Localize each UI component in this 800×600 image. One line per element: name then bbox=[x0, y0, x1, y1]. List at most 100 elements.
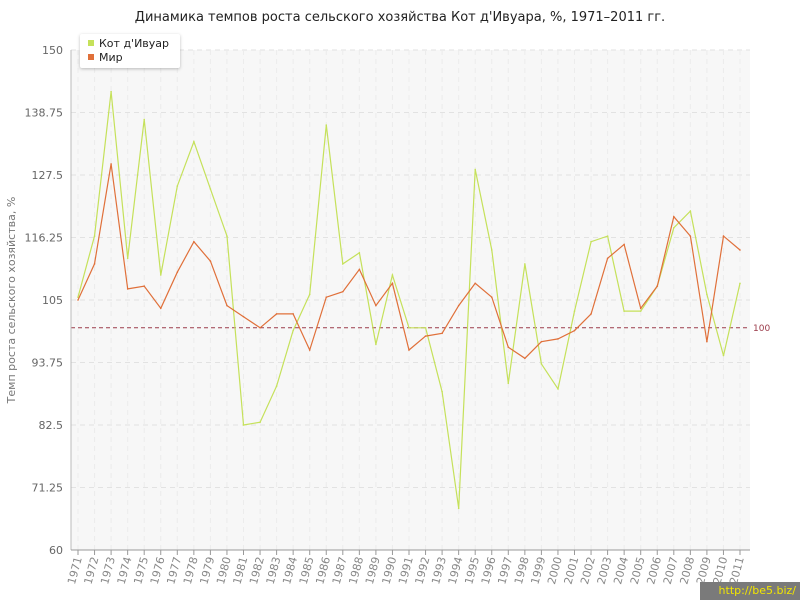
data-point bbox=[308, 293, 311, 296]
data-point bbox=[606, 257, 609, 260]
data-point bbox=[275, 313, 278, 315]
data-point bbox=[93, 263, 96, 265]
data-point bbox=[689, 235, 692, 237]
data-point bbox=[557, 338, 559, 340]
data-point bbox=[540, 363, 543, 365]
legend-swatch-icon bbox=[88, 40, 94, 46]
data-point bbox=[77, 299, 79, 301]
watermark-link[interactable]: http://be5.biz/ bbox=[700, 582, 800, 600]
data-point bbox=[573, 310, 576, 312]
data-point bbox=[358, 251, 361, 254]
data-point bbox=[159, 307, 162, 310]
data-point bbox=[623, 310, 625, 312]
data-point bbox=[259, 421, 261, 424]
data-point bbox=[623, 243, 625, 246]
data-point bbox=[706, 293, 708, 296]
data-point bbox=[706, 340, 708, 343]
data-point bbox=[226, 304, 228, 307]
y-tick-label: 127.5 bbox=[32, 169, 64, 182]
data-point bbox=[739, 282, 741, 285]
data-point bbox=[242, 424, 245, 426]
data-point bbox=[193, 240, 195, 243]
data-point bbox=[490, 249, 493, 251]
legend: Кот д'Ивуар Мир bbox=[80, 34, 180, 68]
data-point bbox=[126, 257, 129, 260]
legend-label: Мир bbox=[99, 51, 123, 64]
data-point bbox=[110, 163, 112, 165]
data-point bbox=[424, 335, 427, 337]
data-point bbox=[242, 315, 245, 318]
y-tick-label: 93.75 bbox=[32, 357, 64, 370]
grid bbox=[71, 49, 750, 551]
data-point bbox=[275, 385, 278, 387]
data-point bbox=[557, 388, 559, 390]
data-point bbox=[490, 296, 493, 299]
data-point bbox=[639, 307, 642, 310]
data-point bbox=[722, 235, 725, 237]
data-point bbox=[375, 304, 377, 307]
data-point bbox=[540, 340, 543, 343]
data-point bbox=[93, 235, 96, 237]
data-point bbox=[673, 226, 675, 229]
data-point bbox=[606, 235, 609, 237]
data-point bbox=[590, 313, 592, 315]
data-point bbox=[424, 326, 427, 329]
data-point bbox=[143, 285, 145, 287]
data-point bbox=[126, 288, 129, 290]
data-point bbox=[689, 210, 692, 212]
legend-label: Кот д'Ивуар bbox=[99, 37, 170, 50]
data-point bbox=[408, 326, 410, 329]
data-point bbox=[292, 329, 294, 332]
data-point bbox=[292, 313, 294, 315]
data-point bbox=[325, 296, 328, 299]
data-point bbox=[457, 507, 460, 510]
data-point bbox=[226, 235, 228, 237]
data-point bbox=[441, 390, 443, 393]
data-point bbox=[739, 249, 741, 251]
data-point bbox=[673, 215, 675, 218]
data-point bbox=[375, 343, 377, 346]
data-point bbox=[143, 118, 145, 121]
y-tick-label: 71.25 bbox=[32, 482, 64, 495]
data-point bbox=[342, 263, 344, 265]
reference-line-label: 100 bbox=[753, 324, 770, 334]
data-point bbox=[308, 349, 311, 351]
data-point bbox=[524, 263, 526, 265]
data-point bbox=[176, 185, 179, 187]
legend-item-series-1[interactable]: Кот д'Ивуар bbox=[88, 37, 169, 51]
y-axis-label: Темп роста сельского хозяйства, % bbox=[5, 197, 18, 405]
data-point bbox=[507, 382, 510, 385]
data-point bbox=[358, 268, 361, 271]
y-tick-label: 150 bbox=[42, 44, 63, 57]
legend-item-series-2[interactable]: Мир bbox=[88, 51, 123, 65]
data-point bbox=[722, 354, 725, 357]
data-point bbox=[573, 329, 576, 332]
data-point bbox=[209, 260, 212, 262]
data-point bbox=[507, 346, 510, 349]
data-point bbox=[590, 240, 592, 243]
data-point bbox=[159, 274, 162, 276]
data-point bbox=[77, 296, 79, 299]
chart-title: Динамика темпов роста сельского хозяйств… bbox=[134, 10, 666, 25]
series-group bbox=[77, 90, 741, 510]
data-point bbox=[639, 310, 642, 312]
data-point bbox=[209, 188, 212, 190]
data-point bbox=[457, 304, 460, 307]
y-tick-label: 138.75 bbox=[25, 107, 64, 120]
data-point bbox=[176, 271, 179, 274]
data-point bbox=[474, 282, 477, 285]
data-point bbox=[391, 274, 394, 276]
data-point bbox=[524, 357, 526, 360]
data-point bbox=[656, 285, 659, 287]
data-point bbox=[325, 124, 328, 126]
legend-swatch-icon bbox=[88, 54, 94, 60]
data-point bbox=[441, 332, 443, 335]
y-tick-label: 60 bbox=[49, 544, 63, 557]
data-point bbox=[193, 140, 195, 143]
data-point bbox=[474, 168, 477, 171]
y-tick-label: 105 bbox=[42, 294, 63, 307]
data-point bbox=[342, 290, 344, 293]
data-point bbox=[391, 282, 394, 285]
y-tick-label: 82.5 bbox=[39, 419, 64, 432]
